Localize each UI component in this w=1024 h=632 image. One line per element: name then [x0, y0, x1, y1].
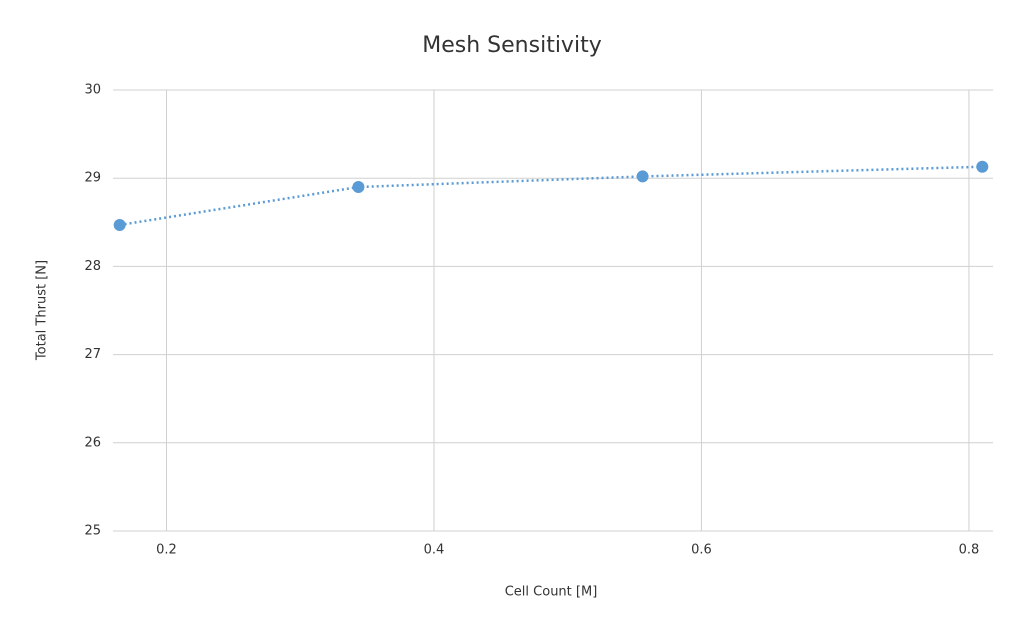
- x-tick-label: 0.8: [959, 543, 980, 558]
- data-point: [636, 170, 649, 183]
- x-axis-label: Cell Count [M]: [505, 585, 598, 600]
- y-tick-label: 30: [84, 83, 101, 98]
- y-tick-label: 28: [84, 259, 101, 274]
- y-tick-label: 25: [84, 524, 101, 539]
- data-point: [976, 160, 989, 173]
- chart-title: Mesh Sensitivity: [422, 33, 601, 58]
- x-tick-label: 0.6: [691, 543, 712, 558]
- y-tick-label: 29: [84, 171, 101, 186]
- y-axis-label: Total Thrust [N]: [35, 260, 50, 361]
- data-point: [113, 218, 126, 231]
- x-tick-label: 0.2: [156, 543, 177, 558]
- x-tick-label: 0.4: [424, 543, 445, 558]
- data-point: [352, 181, 365, 194]
- y-tick-label: 26: [84, 435, 101, 450]
- series-line: [119, 165, 983, 227]
- y-tick-label: 27: [84, 347, 101, 362]
